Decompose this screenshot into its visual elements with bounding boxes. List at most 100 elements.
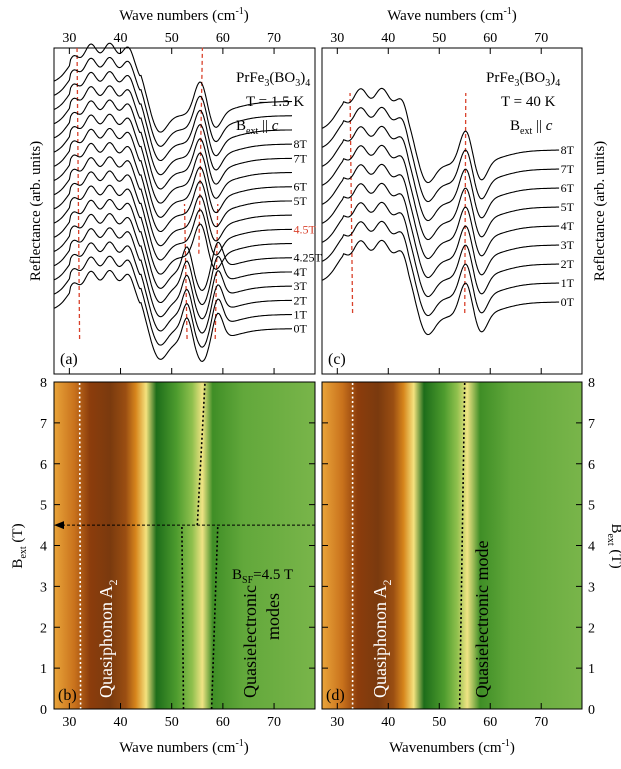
panel-a-traces	[53, 42, 293, 362]
reflectance-trace	[53, 142, 293, 233]
x-tick-label: 30	[330, 715, 344, 730]
panel-c-ticks: 30 40 50 60 70	[330, 31, 548, 374]
reflectance-trace	[321, 125, 560, 222]
panel-b-electronic-label-1: Quasielectronic	[240, 585, 260, 698]
panel-d-label: (d)	[326, 687, 345, 704]
y-tick-label: 1	[40, 662, 47, 677]
y-tick-label: 5	[588, 499, 595, 514]
reflectance-trace	[321, 182, 560, 279]
mode-guide-line	[198, 47, 204, 254]
mode-line	[78, 382, 82, 709]
panel-c-series-labels: 0T 1T 2T 3T 4T 5T 6T 7T 8T	[561, 143, 575, 309]
panel-b-heatmap: 30 40 50 60 70 0 1 2 3 4 5 6 7 8 BSF=4.5 T Quasiphono…	[40, 376, 316, 730]
series-label: 5T	[561, 200, 575, 214]
reflectance-trace	[321, 220, 560, 317]
reflectance-trace	[53, 42, 293, 133]
y-tick-label: 2	[40, 621, 47, 636]
series-label: 5T	[294, 194, 308, 208]
x-tick-label: 60	[483, 715, 497, 730]
mode-guide-line	[183, 203, 188, 340]
panel-c-traces	[321, 87, 560, 336]
reflectance-trace	[53, 269, 293, 362]
series-label: 4T	[561, 219, 575, 233]
y-tick-label: 8	[40, 376, 47, 391]
reflectance-trace	[53, 184, 293, 275]
bottom-xlabel-left: Wave numbers (cm-1)	[119, 738, 249, 756]
top-xlabel-right: Wave numbers (cm-1)	[387, 6, 517, 24]
mode-line	[181, 525, 185, 709]
series-label: 8T	[561, 143, 575, 157]
panel-c-compound: PrFe3(BO3)4	[486, 70, 560, 89]
panel-c-temperature: T = 40 K	[501, 94, 556, 110]
panel-a-label: (a)	[60, 351, 78, 368]
x-tick-label: 40	[114, 715, 128, 730]
y-tick-label: 7	[40, 417, 47, 432]
x-tick-label: 30	[62, 31, 76, 46]
x-tick-label: 50	[432, 715, 446, 730]
panel-b-electronic-label-2: modes	[263, 593, 283, 640]
reflectance-trace	[53, 227, 293, 320]
panel-c-frame	[321, 47, 583, 375]
ylabel-reflectance-right: Reflectance (arb. units)	[592, 141, 608, 281]
reflectance-trace	[53, 71, 293, 162]
panel-d-quasiphonon-label: Quasiphonon A2	[370, 580, 394, 699]
panel-a-frame	[53, 47, 316, 375]
y-tick-label: 5	[40, 499, 47, 514]
mode-line	[458, 382, 466, 709]
series-label: 0T	[561, 295, 575, 309]
reflectance-trace	[53, 56, 293, 147]
y-tick-label: 3	[40, 580, 47, 595]
panel-b-spin-flip-label: BSF=4.5 T	[232, 567, 293, 586]
panel-a-ticks: 30 40 50 60 70	[62, 31, 281, 374]
x-tick-label: 50	[165, 31, 179, 46]
y-tick-label: 6	[588, 458, 595, 473]
reflectance-trace	[53, 198, 293, 291]
series-label: 1T	[294, 308, 308, 322]
y-tick-label: 7	[588, 417, 595, 432]
panel-b-ticks: 30 40 50 60 70 0 1 2 3 4 5 6 7 8	[40, 376, 315, 730]
y-tick-label: 8	[588, 376, 595, 391]
panel-b-mode-lines	[78, 382, 219, 709]
top-xlabel-left: Wave numbers (cm-1)	[119, 6, 249, 24]
series-label: 4T	[294, 265, 308, 279]
panel-d-heatmap: 30 40 50 60 70 0 1 2 3 4 5 6 7 8 Quasiphonon A2 Quasi…	[321, 376, 595, 730]
y-tick-label: 0	[40, 703, 47, 718]
panel-c-label: (c)	[328, 351, 346, 368]
series-label: 0T	[294, 322, 308, 336]
panel-c-reflectance: 30 40 50 60 70 0T 1T 2T 3T 4T 5T 6T 7T 8T PrFe3(BO3)…	[321, 31, 583, 375]
mode-guide-line	[76, 47, 81, 340]
panel-d-mode-lines	[351, 382, 466, 709]
panel-a-field-direction: Bext || c	[236, 118, 279, 137]
reflectance-trace	[53, 170, 293, 261]
panel-d-electronic-label: Quasielectronic mode	[472, 541, 492, 698]
mode-line	[210, 525, 219, 709]
series-label: 8T	[294, 137, 308, 151]
series-label: 4.5T	[294, 222, 317, 236]
reflectance-trace	[53, 85, 293, 176]
x-tick-label: 70	[534, 31, 548, 46]
panel-d-ticks: 30 40 50 60 70 0 1 2 3 4 5 6 7 8	[322, 376, 595, 730]
y-tick-label: 4	[588, 540, 595, 555]
series-label: 2T	[294, 293, 308, 307]
ylabel-reflectance-left: Reflectance (arb. units)	[28, 141, 44, 281]
panel-c-guide-lines	[349, 92, 467, 314]
x-tick-label: 60	[216, 715, 230, 730]
x-tick-label: 60	[483, 31, 497, 46]
y-tick-label: 3	[588, 580, 595, 595]
series-label: 6T	[561, 181, 575, 195]
series-label: 3T	[561, 238, 575, 252]
reflectance-trace	[53, 241, 293, 334]
x-tick-label: 60	[216, 31, 230, 46]
panel-b-label: (b)	[58, 687, 77, 704]
mode-line	[196, 382, 206, 526]
x-tick-label: 70	[267, 715, 281, 730]
x-tick-label: 70	[534, 715, 548, 730]
series-label: 3T	[294, 279, 308, 293]
x-tick-label: 30	[62, 715, 76, 730]
panel-a-compound: PrFe3(BO3)4	[236, 70, 310, 89]
reflectance-trace	[53, 113, 293, 204]
y-tick-label: 4	[40, 540, 47, 555]
mode-guide-line	[349, 92, 354, 314]
